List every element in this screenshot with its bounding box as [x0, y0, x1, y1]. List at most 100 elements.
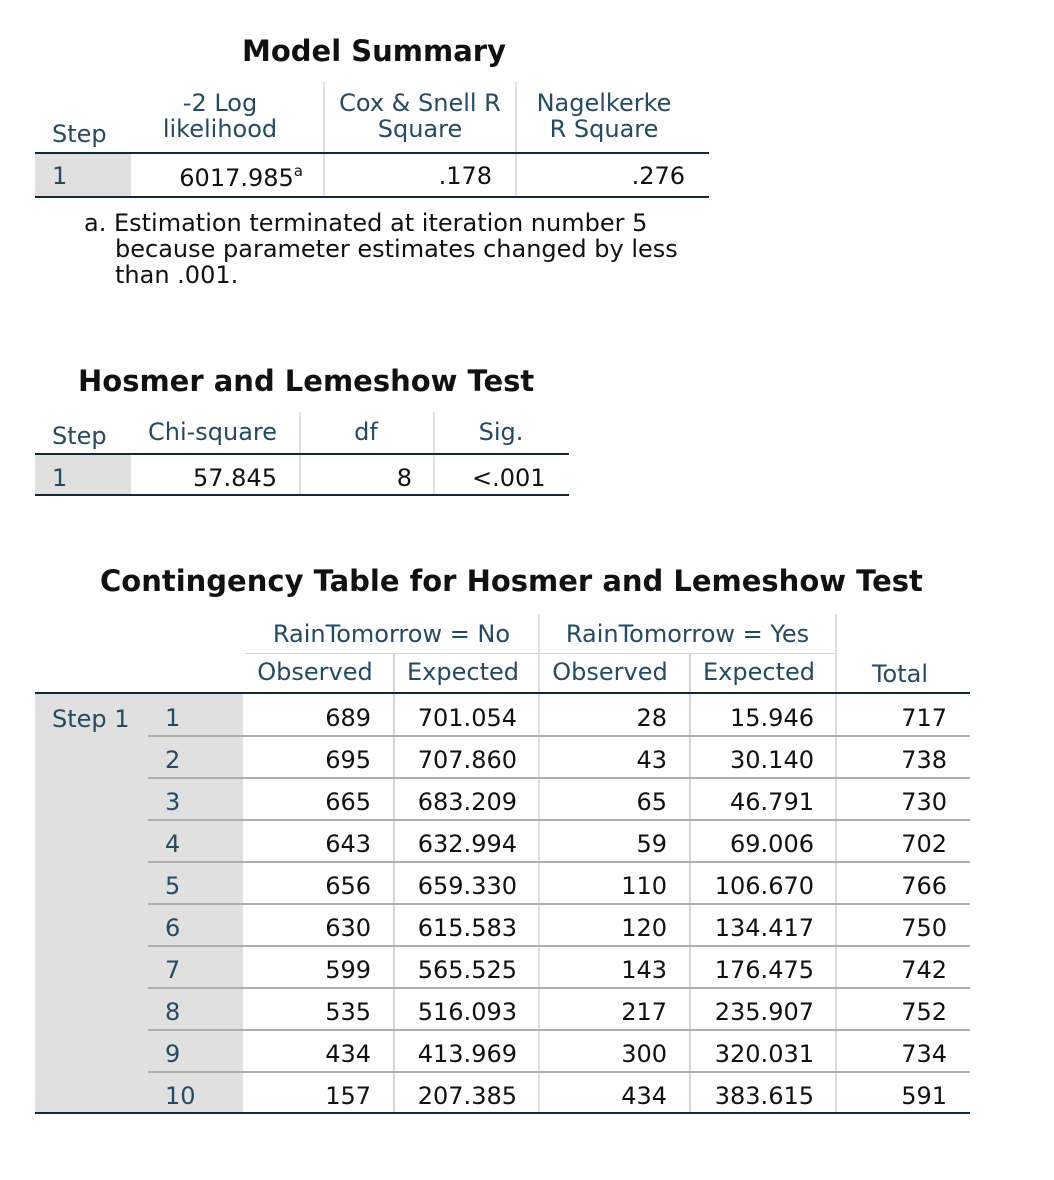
total: 717: [901, 704, 947, 732]
observed-no: 434: [325, 1040, 371, 1068]
header-rule: [35, 152, 709, 154]
col-divider: [515, 82, 517, 198]
decile-label: 3: [165, 788, 181, 816]
row-step-1: 1: [52, 162, 68, 190]
expected-yes: 30.140: [730, 746, 814, 774]
header-rain-no: RainTomorrow = No: [272, 620, 511, 648]
total: 702: [901, 830, 947, 858]
hosmer-title: Hosmer and Lemeshow Test: [78, 364, 535, 398]
col-divider: [689, 654, 691, 1114]
row-separator: [148, 945, 970, 947]
decile-label: 9: [165, 1040, 181, 1068]
expected-no: 207.385: [417, 1082, 517, 1110]
bottom-rule: [35, 196, 709, 198]
observed-yes: 217: [621, 998, 667, 1026]
observed-no: 599: [325, 956, 371, 984]
col-divider: [393, 654, 395, 1114]
df-value: 8: [396, 464, 412, 492]
expected-yes: 69.006: [730, 830, 814, 858]
row-separator: [148, 903, 970, 905]
expected-yes: 320.031: [714, 1040, 814, 1068]
expected-yes: 15.946: [730, 704, 814, 732]
expected-no: 659.330: [417, 872, 517, 900]
col-divider: [835, 614, 837, 1114]
expected-yes: 46.791: [730, 788, 814, 816]
header-observed-yes: Observed: [552, 658, 668, 686]
decile-label: 8: [165, 998, 181, 1026]
header-coxsnell: Cox & Snell R Square: [339, 89, 501, 143]
header-chi-square: Chi-square: [147, 418, 278, 446]
decile-label: 1: [165, 704, 181, 732]
row-separator: [148, 987, 970, 989]
chi-square-value: 57.845: [193, 464, 277, 492]
contingency-title: Contingency Table for Hosmer and Lemesho…: [100, 564, 923, 598]
footnote: a. Estimation terminated at iteration nu…: [84, 209, 678, 289]
decile-label: 4: [165, 830, 181, 858]
header-rule: [35, 692, 970, 694]
row-separator: [148, 777, 970, 779]
observed-yes: 120: [621, 914, 667, 942]
header-expected-no: Expected: [407, 658, 519, 686]
step-1-label: Step 1: [52, 705, 130, 733]
decile-label: 10: [165, 1082, 196, 1110]
expected-yes: 134.417: [714, 914, 814, 942]
expected-no: 701.054: [417, 704, 517, 732]
total: 742: [901, 956, 947, 984]
header-total: Total: [871, 660, 929, 688]
total: 752: [901, 998, 947, 1026]
bottom-rule: [35, 1112, 970, 1114]
row-separator: [148, 861, 970, 863]
decile-label: 7: [165, 956, 181, 984]
observed-yes: 59: [636, 830, 667, 858]
observed-no: 695: [325, 746, 371, 774]
observed-yes: 65: [636, 788, 667, 816]
sig-value: <.001: [472, 464, 546, 492]
observed-no: 665: [325, 788, 371, 816]
observed-no: 535: [325, 998, 371, 1026]
expected-no: 615.583: [417, 914, 517, 942]
group-rule: [245, 653, 835, 654]
expected-yes: 383.615: [714, 1082, 814, 1110]
expected-no: 516.093: [417, 998, 517, 1026]
observed-yes: 143: [621, 956, 667, 984]
total: 738: [901, 746, 947, 774]
expected-no: 632.994: [417, 830, 517, 858]
expected-yes: 235.907: [714, 998, 814, 1026]
observed-yes: 28: [636, 704, 667, 732]
expected-no: 707.860: [417, 746, 517, 774]
observed-no: 630: [325, 914, 371, 942]
coxsnell-value: .178: [438, 162, 492, 190]
expected-no: 413.969: [417, 1040, 517, 1068]
row-separator: [148, 819, 970, 821]
decile-label: 6: [165, 914, 181, 942]
expected-no: 565.525: [417, 956, 517, 984]
row-separator: [148, 735, 970, 737]
expected-yes: 176.475: [714, 956, 814, 984]
model-summary-title: Model Summary: [242, 34, 506, 68]
expected-yes: 106.670: [714, 872, 814, 900]
observed-yes: 110: [621, 872, 667, 900]
col-divider: [323, 82, 325, 198]
header-expected-yes: Expected: [703, 658, 815, 686]
row-separator: [148, 1029, 970, 1031]
total: 591: [901, 1082, 947, 1110]
bottom-rule: [35, 494, 569, 496]
observed-yes: 43: [636, 746, 667, 774]
header-rule: [35, 453, 569, 455]
observed-no: 157: [325, 1082, 371, 1110]
header-rain-yes: RainTomorrow = Yes: [565, 620, 810, 648]
header-df: df: [354, 418, 378, 446]
total: 766: [901, 872, 947, 900]
total: 750: [901, 914, 947, 942]
col-divider: [538, 614, 540, 1114]
observed-yes: 434: [621, 1082, 667, 1110]
header-step: Step: [52, 120, 107, 148]
row-label-shade: [35, 154, 131, 196]
row-step-1: 1: [52, 464, 68, 492]
decile-label: 2: [165, 746, 181, 774]
neg2ll-value: 6017.985a: [179, 162, 303, 192]
observed-no: 643: [325, 830, 371, 858]
expected-no: 683.209: [417, 788, 517, 816]
header-sig: Sig.: [478, 418, 524, 446]
header-observed-no: Observed: [257, 658, 373, 686]
